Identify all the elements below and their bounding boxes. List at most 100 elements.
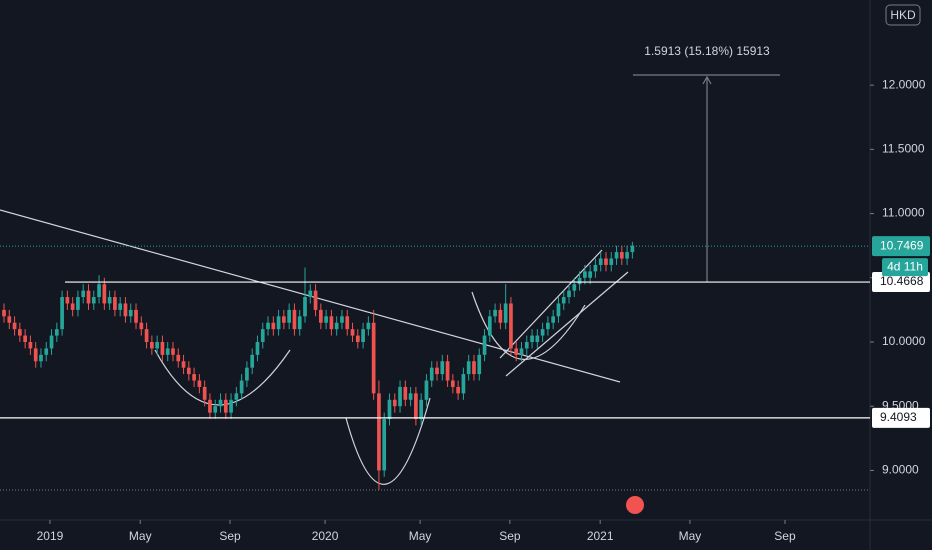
candle-body (398, 386, 402, 407)
candle-body (134, 309, 138, 323)
candle-body (18, 329, 22, 336)
candle-body (276, 316, 281, 330)
candle-body (97, 284, 101, 298)
candle-body (165, 348, 170, 355)
candle-body (577, 277, 582, 285)
candle-body (366, 322, 371, 330)
measure-arrowhead (702, 75, 712, 85)
y-tick-label: 11.5000 (882, 142, 925, 156)
candle-body (181, 361, 186, 368)
level-label-box (872, 407, 930, 428)
candle-body (33, 348, 38, 362)
candle-body (186, 367, 191, 375)
candle-body (598, 258, 603, 265)
candle-body (102, 284, 107, 304)
candle-body (445, 361, 450, 381)
x-tick-label: 2020 (312, 529, 339, 543)
candle-body (382, 419, 387, 471)
last-price-label: 10.7469 (880, 238, 924, 252)
candle-body (255, 342, 260, 355)
candle-body (540, 329, 545, 336)
candle-body (630, 245, 635, 253)
candle-body (91, 297, 96, 304)
candle-body (408, 393, 413, 400)
candle-body (498, 309, 503, 323)
candle-body (7, 316, 12, 323)
candle-body (509, 303, 513, 349)
candle-body (44, 348, 49, 355)
candle-body (239, 380, 244, 394)
candle-body (524, 342, 529, 349)
event-icon[interactable] (626, 496, 644, 514)
candle-body (355, 335, 360, 343)
candle-body (86, 290, 91, 304)
candle-body (567, 290, 571, 298)
candle-body (435, 367, 439, 375)
x-tick-label: May (679, 529, 702, 543)
candle-body (614, 252, 619, 259)
candle-body (583, 271, 587, 278)
candle-body (477, 354, 482, 375)
currency-box[interactable] (885, 4, 921, 26)
candle-body (160, 342, 165, 355)
candle-body (414, 393, 418, 420)
candle-body (65, 297, 70, 304)
candle-body (271, 322, 276, 330)
candle-body (28, 342, 33, 349)
candle-body (424, 380, 429, 400)
candle-body (23, 335, 27, 343)
candle-body (12, 322, 17, 330)
candle-body (229, 399, 233, 413)
candle-body (456, 386, 460, 394)
candle-body (113, 297, 117, 310)
candle-body (123, 303, 128, 317)
candle-body (350, 329, 355, 336)
candle-body (561, 297, 566, 304)
last-price-box (872, 236, 930, 257)
candle-body (287, 309, 292, 323)
candle-body (429, 367, 434, 381)
candle-body (482, 335, 487, 355)
candle-body (155, 342, 159, 349)
level-label: 10.4668 (880, 274, 924, 288)
x-tick-label: Sep (219, 529, 241, 543)
candle-body (371, 322, 376, 394)
candle-body (49, 335, 54, 349)
candle-body (403, 386, 408, 400)
candle-body (318, 309, 323, 323)
candle-body (213, 406, 218, 413)
candle-body (625, 252, 629, 259)
candle-body (107, 297, 112, 304)
candle-body (387, 399, 392, 420)
candle-body (202, 386, 207, 400)
candle-body (303, 297, 307, 317)
candle-body (609, 258, 614, 265)
candle-body (535, 335, 540, 343)
x-tick-label: Sep (499, 529, 521, 543)
candle-body (324, 316, 328, 323)
candle-body (192, 374, 196, 381)
candle-body (245, 367, 249, 381)
candle-body (345, 316, 350, 330)
candle-body (176, 354, 181, 362)
candle-body (76, 297, 80, 310)
candle-body (70, 303, 75, 310)
candle-body (118, 303, 123, 310)
candle-body (588, 271, 592, 278)
currency: HKD (890, 8, 916, 22)
candle-body (171, 348, 175, 355)
candle-body (266, 322, 270, 330)
countdown-box (882, 258, 928, 277)
level-label-box (872, 272, 930, 293)
candle-body (514, 348, 519, 355)
candle-body (619, 252, 624, 259)
candle-body (340, 316, 344, 323)
candle-body (604, 258, 608, 265)
candle-body (54, 329, 59, 336)
candle-body (519, 348, 524, 355)
channel-line (505, 271, 629, 377)
x-tick-label: May (129, 529, 152, 543)
candle-body (218, 399, 223, 407)
candle-body (250, 354, 255, 368)
